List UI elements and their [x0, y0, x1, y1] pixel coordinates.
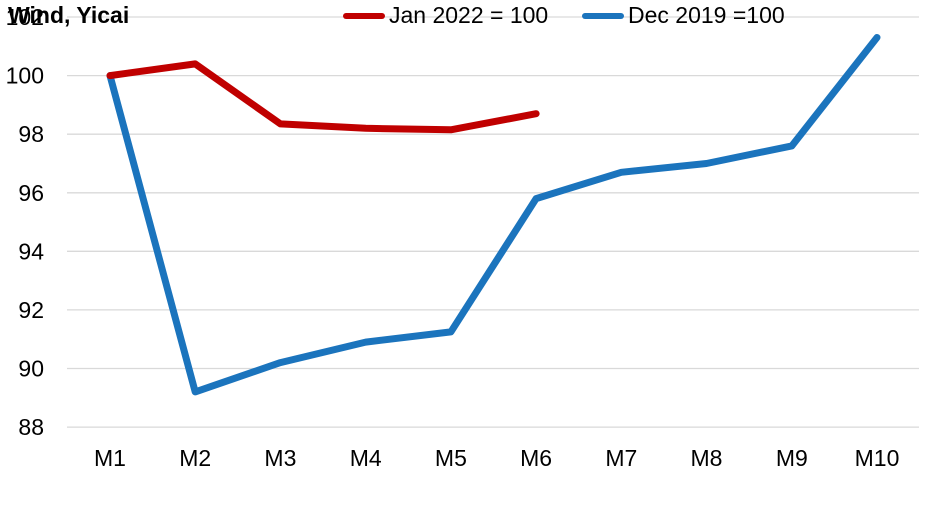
x-axis-tick-label: M6 — [520, 445, 552, 471]
series-line-jan-2022-100 — [106, 60, 540, 134]
legend-item-dec-2019: Dec 2019 =100 — [582, 2, 785, 29]
x-axis-tick-label: M9 — [776, 445, 808, 471]
source-label: Wind, Yicai — [8, 2, 130, 28]
y-axis-tick-label: 102 — [6, 4, 44, 30]
y-axis-tick-label: 90 — [18, 356, 44, 382]
legend-swatch-blue — [582, 12, 624, 19]
legend-item-jan-2022: Jan 2022 = 100 — [343, 2, 548, 29]
x-axis-tick-label: M5 — [435, 445, 467, 471]
x-axis-tick-label: M3 — [264, 445, 296, 471]
y-axis-tick-label: 96 — [18, 180, 44, 206]
series-line-dec-2019-100 — [106, 34, 881, 396]
chart-footer: Wind, Yicai Jan 2022 = 100 Dec 2019 =100 — [0, 0, 950, 32]
x-axis-tick-label: M1 — [94, 445, 126, 471]
x-axis-tick-label: M7 — [605, 445, 637, 471]
legend-label-dec-2019: Dec 2019 =100 — [628, 2, 785, 28]
y-axis-tick-label: 100 — [6, 63, 44, 89]
x-axis-tick-label: M10 — [855, 445, 900, 471]
legend-label-jan-2022: Jan 2022 = 100 — [389, 2, 549, 28]
x-axis-tick-label: M8 — [691, 445, 723, 471]
x-axis-tick-label: M4 — [350, 445, 382, 471]
y-axis-tick-label: 94 — [18, 238, 44, 264]
legend-swatch-red — [343, 12, 385, 19]
line-chart: 102 100 98 96 94 92 90 88 M1 M2 M3 M4 M5 M6 M7 M8 M9 M10 — [6, 4, 919, 471]
y-axis-tick-label: 98 — [18, 121, 44, 147]
y-axis-tick-label: 92 — [18, 297, 44, 323]
y-axis-tick-label: 88 — [18, 414, 44, 440]
x-axis-tick-label: M2 — [179, 445, 211, 471]
